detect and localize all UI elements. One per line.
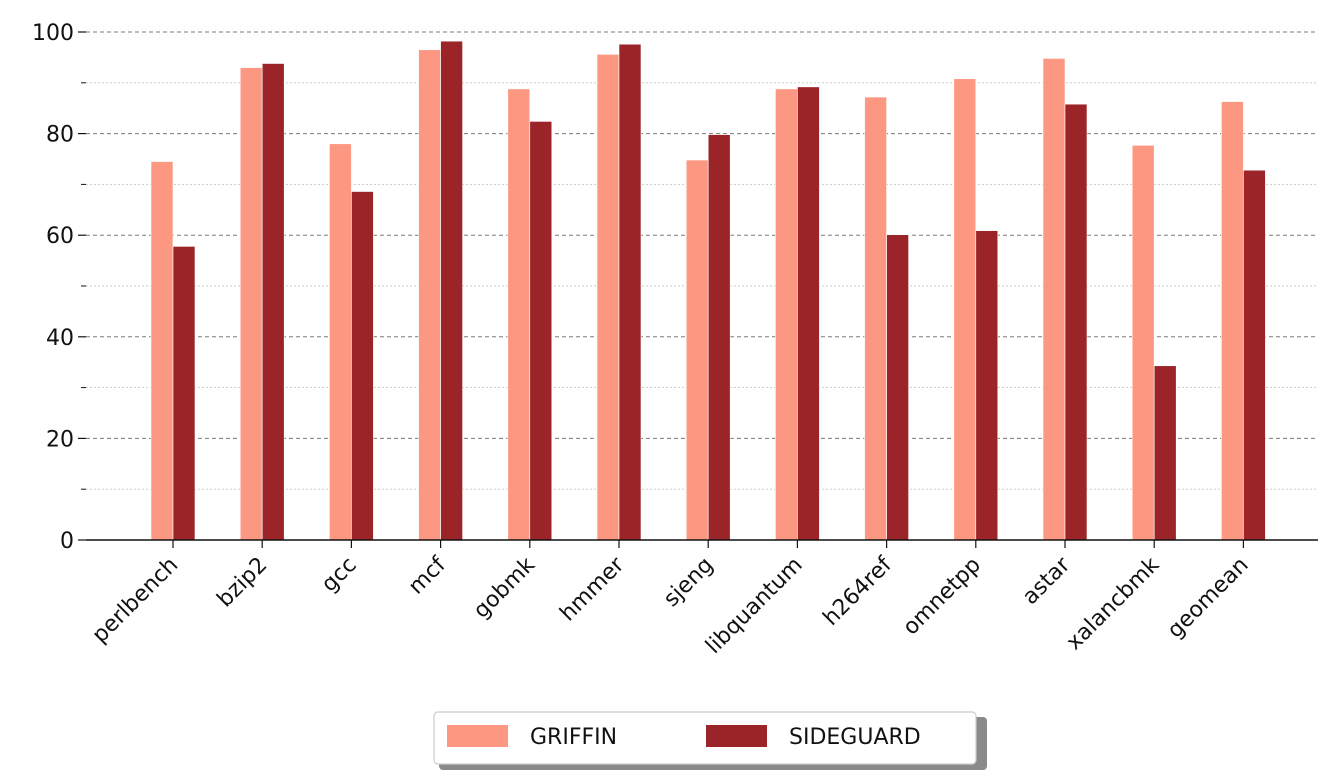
y-tick-label: 100 [32, 21, 74, 46]
y-tick-label: 60 [46, 224, 74, 249]
legend: GRIFFIN SIDEGUARD [433, 711, 987, 770]
y-tick-label: 40 [46, 326, 74, 351]
bar-sideguard-geomean [1243, 169, 1266, 541]
x-tick-label: geomean [1163, 553, 1254, 644]
axes-group: 0 20 40 60 80 100 perlbench bzip2 gcc mcf gobmk hmm… [32, 21, 1318, 659]
legend-box [433, 711, 977, 765]
x-tick-label: hmmer [555, 552, 629, 626]
bar-sideguard-xalancbmk [1153, 365, 1177, 541]
legend-swatch-griffin [447, 725, 508, 747]
x-tick-label: mcf [404, 552, 452, 600]
bar-sideguard-perlbench [172, 246, 196, 541]
bar-sideguard-bzip2 [261, 63, 285, 541]
x-tick-label: libquantum [701, 553, 807, 659]
bar-sideguard-h264ref [886, 234, 909, 541]
bar-griffin-astar [1042, 58, 1066, 541]
bar-griffin-h264ref [864, 96, 887, 541]
bar-sideguard-omnetpp [975, 230, 999, 541]
bar-griffin-libquantum [775, 88, 798, 541]
bar-griffin-gobmk [507, 88, 531, 541]
x-tick-label: gcc [317, 553, 362, 598]
x-tick-label: h264ref [819, 552, 898, 631]
legend-swatch-sideguard [706, 725, 767, 747]
bar-sideguard-libquantum [797, 86, 820, 541]
bar-sideguard-gcc [351, 191, 374, 541]
x-tick-label: omnetpp [898, 553, 986, 641]
y-tick-label: 80 [46, 123, 74, 148]
bar-griffin-omnetpp [953, 78, 977, 541]
bar-sideguard-gobmk [529, 121, 553, 541]
bar-sideguard-hmmer [618, 43, 642, 541]
bar-griffin-geomean [1221, 101, 1244, 541]
bar-griffin-mcf [418, 49, 441, 541]
x-tick-label: sjeng [659, 553, 718, 612]
bar-sideguard-mcf [440, 40, 463, 541]
bar-griffin-xalancbmk [1131, 144, 1155, 541]
x-tick-label: gobmk [469, 552, 540, 623]
bar-griffin-sjeng [685, 159, 709, 541]
legend-label-griffin: GRIFFIN [530, 725, 617, 750]
bar-griffin-gcc [329, 143, 352, 541]
y-tick-label: 0 [60, 529, 74, 554]
x-tick-label: bzip2 [213, 553, 273, 613]
x-tick-label: astar [1018, 552, 1076, 610]
bar-griffin-perlbench [150, 161, 174, 541]
x-tick-label: perlbench [88, 553, 184, 649]
legend-label-sideguard: SIDEGUARD [789, 725, 921, 750]
bar-sideguard-sjeng [707, 134, 731, 541]
bar-griffin-hmmer [596, 54, 620, 541]
y-tick-label: 20 [46, 427, 74, 452]
x-tick-label: xalancbmk [1062, 552, 1165, 655]
bar-sideguard-astar [1064, 103, 1088, 541]
bars-group [150, 40, 1266, 541]
bar-griffin-bzip2 [239, 67, 263, 541]
